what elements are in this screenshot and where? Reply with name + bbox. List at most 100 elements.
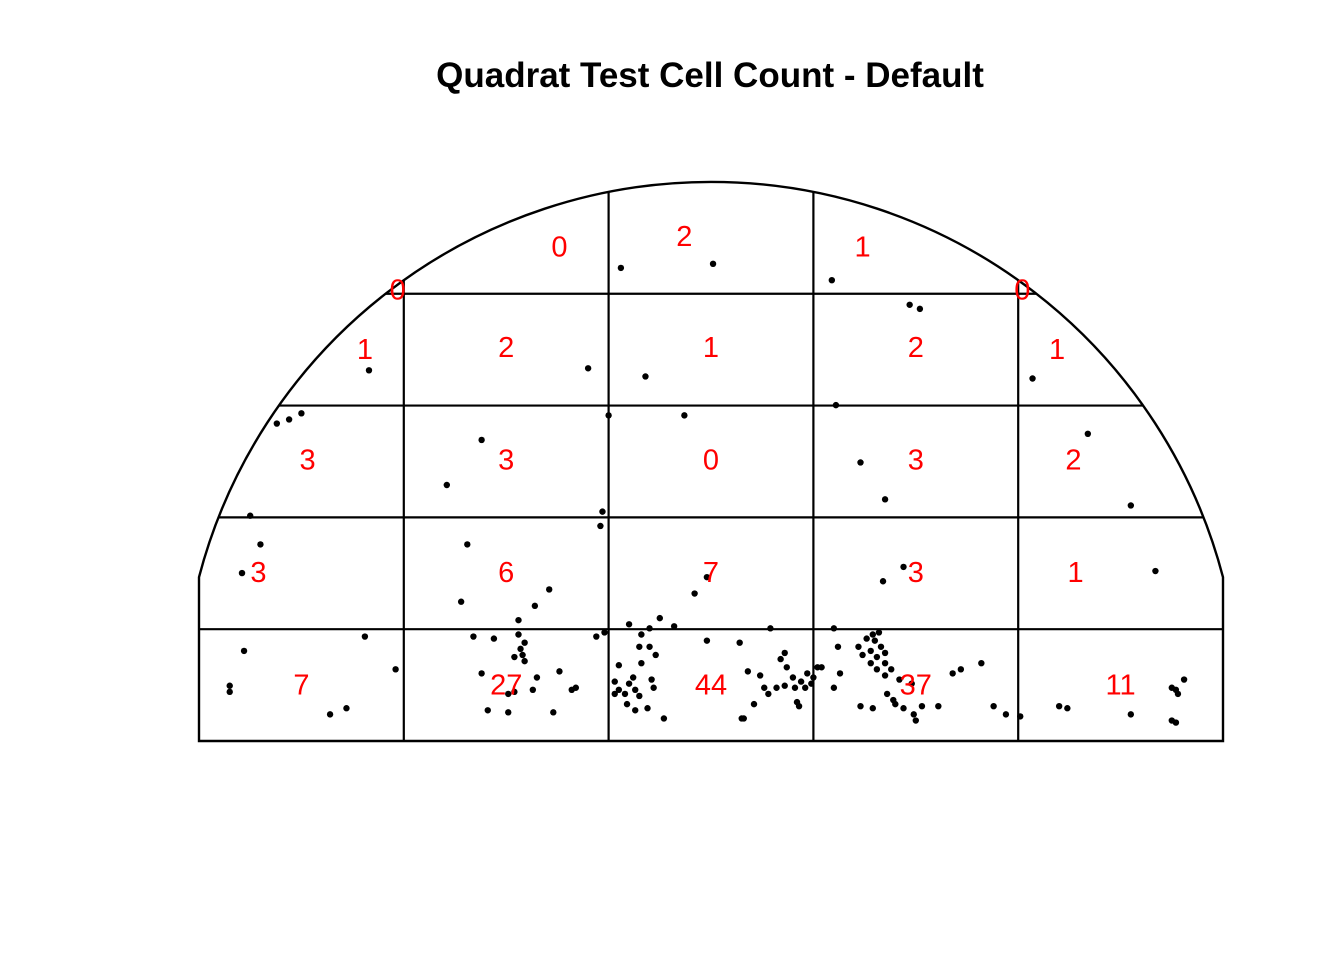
data-point bbox=[777, 655, 784, 663]
data-point bbox=[789, 674, 797, 681]
data-point bbox=[881, 672, 889, 679]
data-point bbox=[912, 717, 919, 724]
data-point bbox=[505, 690, 512, 698]
cell-count-label: 0 bbox=[1014, 274, 1030, 306]
data-point bbox=[900, 705, 907, 712]
data-point bbox=[935, 702, 942, 710]
data-point bbox=[443, 481, 451, 489]
data-point bbox=[621, 690, 629, 698]
data-point bbox=[556, 668, 563, 675]
data-point bbox=[531, 602, 539, 610]
data-point bbox=[709, 260, 717, 268]
data-point bbox=[615, 686, 623, 693]
data-point bbox=[517, 645, 524, 653]
data-point bbox=[298, 410, 305, 417]
data-point bbox=[867, 647, 874, 655]
cell-count-label: 0 bbox=[703, 444, 719, 476]
cell-count-label: 6 bbox=[498, 557, 514, 589]
data-point bbox=[896, 676, 903, 683]
data-point bbox=[550, 709, 557, 716]
data-point bbox=[957, 666, 965, 673]
data-point bbox=[1029, 375, 1036, 382]
data-point bbox=[629, 674, 637, 681]
data-point bbox=[240, 647, 248, 655]
data-point bbox=[1127, 711, 1135, 718]
data-point bbox=[863, 635, 870, 642]
data-point bbox=[515, 631, 522, 638]
data-point bbox=[638, 631, 645, 638]
data-point bbox=[750, 700, 758, 708]
data-point bbox=[783, 664, 790, 671]
data-point bbox=[644, 705, 651, 712]
data-point bbox=[343, 705, 350, 712]
data-point bbox=[365, 367, 373, 374]
data-point bbox=[877, 643, 885, 650]
data-point bbox=[681, 412, 688, 419]
data-point bbox=[869, 705, 876, 712]
data-point bbox=[1064, 705, 1071, 712]
data-point bbox=[910, 711, 917, 718]
data-point bbox=[918, 702, 926, 710]
data-point bbox=[990, 702, 997, 710]
cell-count-label: 2 bbox=[676, 221, 692, 253]
data-point bbox=[646, 643, 653, 650]
data-point bbox=[900, 563, 907, 571]
data-point bbox=[226, 688, 233, 696]
data-point bbox=[855, 643, 862, 650]
cell-count-label: 0 bbox=[390, 274, 406, 306]
data-point bbox=[636, 643, 643, 650]
data-point bbox=[656, 614, 663, 622]
chart-title: Quadrat Test Cell Count - Default bbox=[436, 56, 984, 95]
data-point bbox=[828, 277, 836, 284]
data-point bbox=[873, 653, 881, 661]
cell-count-label: 1 bbox=[357, 334, 373, 366]
data-point bbox=[1127, 502, 1135, 509]
data-point bbox=[756, 672, 764, 679]
cell-count-label: 11 bbox=[1106, 670, 1136, 702]
data-point bbox=[625, 621, 633, 628]
point-pattern bbox=[226, 260, 1188, 726]
data-point bbox=[593, 633, 600, 640]
data-point bbox=[859, 651, 866, 659]
data-point bbox=[765, 690, 772, 698]
data-point bbox=[470, 633, 477, 640]
data-point bbox=[611, 678, 618, 685]
cell-count-label: 3 bbox=[908, 557, 924, 589]
data-point bbox=[879, 578, 887, 585]
data-point bbox=[625, 680, 633, 687]
data-point bbox=[257, 541, 264, 548]
data-point bbox=[797, 678, 805, 685]
cell-count-label: 44 bbox=[695, 670, 727, 702]
data-point bbox=[238, 569, 246, 577]
data-point bbox=[857, 702, 864, 710]
data-point bbox=[978, 659, 985, 667]
data-point bbox=[892, 700, 899, 708]
data-point bbox=[464, 541, 471, 548]
cell-count-label: 2 bbox=[498, 332, 514, 364]
data-point bbox=[795, 702, 803, 710]
data-point bbox=[869, 631, 876, 638]
data-point bbox=[836, 670, 844, 677]
data-point bbox=[830, 684, 838, 691]
cell-count-label: 27 bbox=[490, 670, 522, 702]
data-point bbox=[642, 373, 649, 380]
data-point bbox=[873, 666, 881, 673]
cell-count-label: 7 bbox=[703, 557, 719, 589]
data-point bbox=[802, 684, 809, 691]
data-point bbox=[906, 301, 913, 308]
data-point bbox=[392, 666, 399, 673]
data-point bbox=[652, 651, 659, 659]
data-point bbox=[519, 651, 526, 659]
data-point bbox=[875, 629, 883, 636]
data-point bbox=[361, 633, 369, 640]
data-point bbox=[1084, 430, 1092, 437]
data-point bbox=[650, 684, 657, 691]
data-point bbox=[888, 666, 895, 673]
cell-count-label: 7 bbox=[293, 670, 309, 702]
data-point bbox=[881, 496, 889, 503]
data-point bbox=[740, 715, 747, 722]
data-point bbox=[605, 412, 612, 419]
data-point bbox=[881, 649, 889, 657]
data-point bbox=[834, 643, 842, 650]
